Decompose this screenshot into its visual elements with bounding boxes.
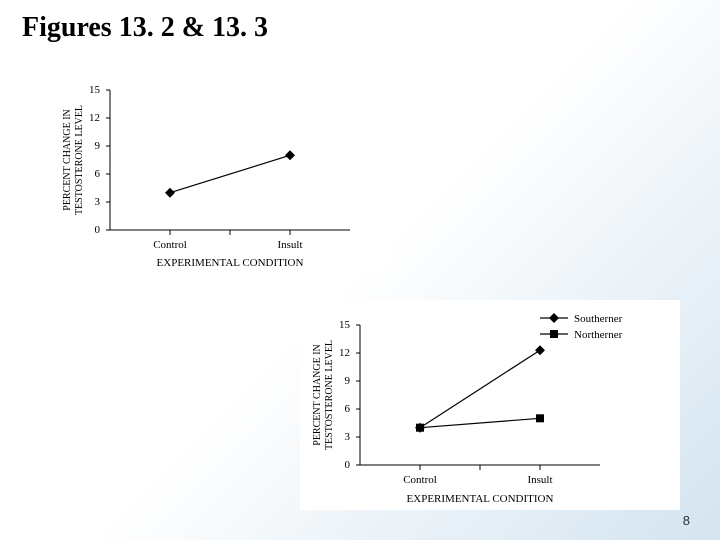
svg-text:0: 0 (95, 224, 101, 236)
svg-text:Insult: Insult (527, 474, 552, 486)
svg-text:15: 15 (339, 319, 351, 331)
svg-text:Insult: Insult (277, 239, 302, 251)
svg-text:Northerner: Northerner (574, 329, 623, 341)
svg-text:12: 12 (339, 347, 350, 359)
svg-text:6: 6 (345, 403, 351, 415)
svg-text:6: 6 (95, 168, 101, 180)
diamond-marker-icon (535, 345, 545, 355)
chart2-legend: Southerner Northerner (540, 313, 623, 341)
chart1-ylabel2: TESTOSTERONE LEVEL (74, 105, 85, 215)
page-number: 8 (683, 513, 690, 528)
chart2-ylabel2: TESTOSTERONE LEVEL (324, 340, 335, 450)
square-marker-icon (536, 414, 544, 422)
square-marker-icon (416, 424, 424, 432)
svg-text:9: 9 (95, 140, 101, 152)
svg-text:12: 12 (89, 112, 100, 124)
chart1-xticks: Control Insult (153, 230, 302, 251)
chart1-ylabel1: PERCENT CHANGE IN (62, 109, 73, 210)
svg-text:Southerner: Southerner (574, 313, 623, 325)
square-marker-icon (550, 330, 558, 338)
svg-text:9: 9 (345, 375, 351, 387)
svg-text:15: 15 (89, 84, 101, 96)
diamond-marker-icon (285, 150, 295, 160)
chart2-xticks: Control Insult (403, 465, 552, 486)
svg-text:Control: Control (153, 239, 187, 251)
chart1-yticks: 0 3 6 9 12 15 (89, 84, 110, 236)
chart2-xlabel: EXPERIMENTAL CONDITION (407, 493, 554, 505)
chart-13-2: 0 3 6 9 12 15 Control Insult PERCENT CHA… (50, 70, 390, 270)
chart2-ylabel1: PERCENT CHANGE IN (312, 344, 323, 445)
diamond-marker-icon (165, 188, 175, 198)
diamond-marker-icon (549, 313, 559, 323)
chart1-series-line (170, 155, 290, 192)
svg-text:3: 3 (345, 431, 351, 443)
chart-13-3: 0 3 6 9 12 15 Control Insult PERCENT CHA… (300, 300, 680, 510)
svg-text:0: 0 (345, 459, 351, 471)
chart2-northerner-line (420, 418, 540, 427)
svg-text:3: 3 (95, 196, 101, 208)
slide-title: Figures 13. 2 & 13. 3 (22, 12, 268, 44)
chart2-yticks: 0 3 6 9 12 15 (339, 319, 360, 471)
chart1-xlabel: EXPERIMENTAL CONDITION (157, 257, 304, 269)
chart2-southerner-line (420, 350, 540, 428)
svg-text:Control: Control (403, 474, 437, 486)
